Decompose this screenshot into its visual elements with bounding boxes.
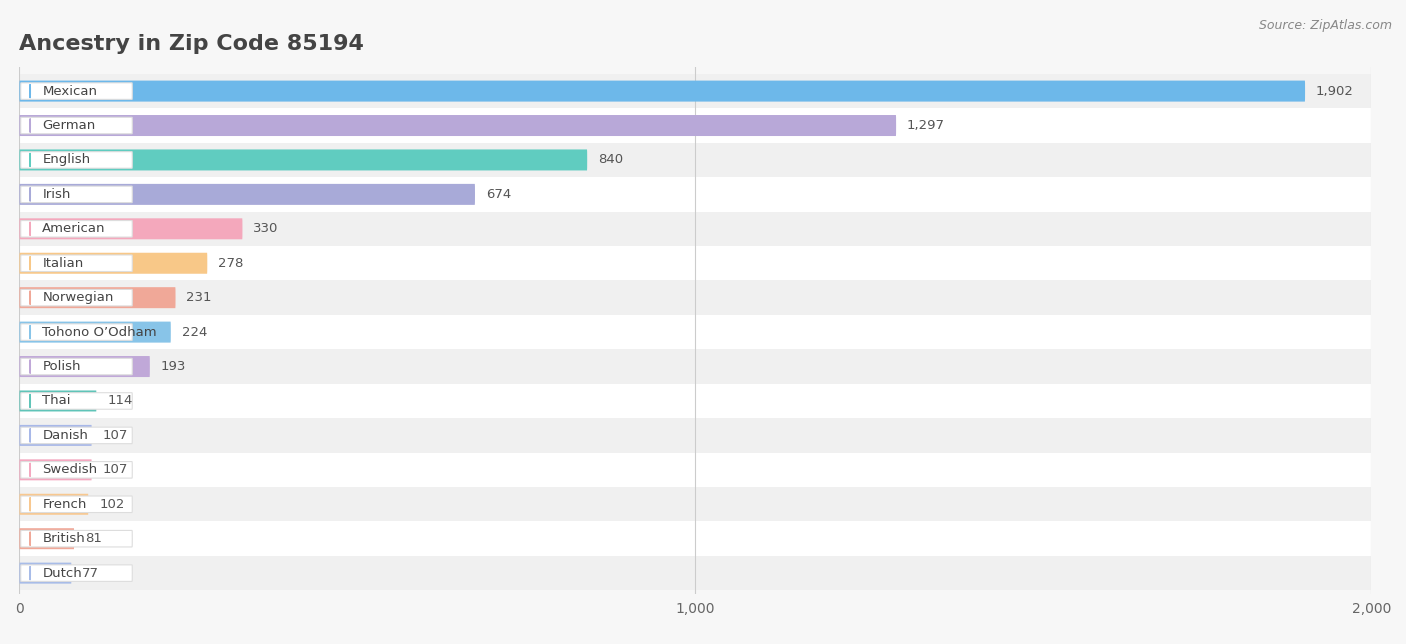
- FancyBboxPatch shape: [20, 115, 896, 136]
- Text: 114: 114: [107, 395, 132, 408]
- FancyBboxPatch shape: [20, 321, 170, 343]
- Text: American: American: [42, 222, 105, 235]
- Text: Ancestry in Zip Code 85194: Ancestry in Zip Code 85194: [20, 34, 364, 54]
- FancyBboxPatch shape: [21, 496, 132, 513]
- Text: Thai: Thai: [42, 395, 70, 408]
- FancyBboxPatch shape: [21, 83, 132, 99]
- FancyBboxPatch shape: [20, 384, 1371, 418]
- FancyBboxPatch shape: [20, 453, 1371, 487]
- Text: 231: 231: [187, 291, 212, 304]
- FancyBboxPatch shape: [20, 556, 1371, 591]
- Text: English: English: [42, 153, 90, 166]
- Text: 81: 81: [84, 532, 101, 545]
- FancyBboxPatch shape: [20, 390, 97, 412]
- FancyBboxPatch shape: [20, 252, 207, 274]
- FancyBboxPatch shape: [21, 427, 132, 444]
- FancyBboxPatch shape: [21, 255, 132, 272]
- Text: Polish: Polish: [42, 360, 82, 373]
- FancyBboxPatch shape: [20, 218, 242, 240]
- Text: 840: 840: [598, 153, 623, 166]
- Text: French: French: [42, 498, 87, 511]
- FancyBboxPatch shape: [20, 177, 1371, 212]
- FancyBboxPatch shape: [20, 494, 89, 515]
- FancyBboxPatch shape: [21, 462, 132, 478]
- FancyBboxPatch shape: [21, 186, 132, 203]
- FancyBboxPatch shape: [20, 280, 1371, 315]
- FancyBboxPatch shape: [20, 356, 150, 377]
- Text: British: British: [42, 532, 86, 545]
- FancyBboxPatch shape: [20, 287, 176, 308]
- FancyBboxPatch shape: [20, 149, 588, 171]
- FancyBboxPatch shape: [20, 74, 1371, 108]
- Text: 1,902: 1,902: [1316, 84, 1354, 98]
- FancyBboxPatch shape: [21, 393, 132, 409]
- Text: 77: 77: [82, 567, 100, 580]
- FancyBboxPatch shape: [21, 152, 132, 168]
- FancyBboxPatch shape: [20, 487, 1371, 522]
- Text: Tohono O’Odham: Tohono O’Odham: [42, 326, 157, 339]
- Text: Irish: Irish: [42, 188, 70, 201]
- Text: German: German: [42, 119, 96, 132]
- Text: 107: 107: [103, 429, 128, 442]
- FancyBboxPatch shape: [20, 315, 1371, 349]
- FancyBboxPatch shape: [21, 220, 132, 237]
- FancyBboxPatch shape: [21, 531, 132, 547]
- Text: Norwegian: Norwegian: [42, 291, 114, 304]
- FancyBboxPatch shape: [20, 246, 1371, 280]
- FancyBboxPatch shape: [20, 80, 1305, 102]
- FancyBboxPatch shape: [20, 528, 75, 549]
- FancyBboxPatch shape: [20, 184, 475, 205]
- Text: Source: ZipAtlas.com: Source: ZipAtlas.com: [1258, 19, 1392, 32]
- Text: 1,297: 1,297: [907, 119, 945, 132]
- FancyBboxPatch shape: [21, 324, 132, 341]
- Text: 107: 107: [103, 463, 128, 477]
- FancyBboxPatch shape: [20, 143, 1371, 177]
- FancyBboxPatch shape: [21, 358, 132, 375]
- FancyBboxPatch shape: [20, 212, 1371, 246]
- Text: 193: 193: [160, 360, 186, 373]
- FancyBboxPatch shape: [20, 563, 72, 583]
- FancyBboxPatch shape: [20, 349, 1371, 384]
- Text: 224: 224: [181, 326, 207, 339]
- Text: 102: 102: [100, 498, 125, 511]
- Text: 330: 330: [253, 222, 278, 235]
- FancyBboxPatch shape: [21, 565, 132, 582]
- Text: Mexican: Mexican: [42, 84, 97, 98]
- FancyBboxPatch shape: [20, 108, 1371, 143]
- Text: 278: 278: [218, 257, 243, 270]
- Text: Italian: Italian: [42, 257, 83, 270]
- FancyBboxPatch shape: [20, 459, 91, 480]
- Text: Dutch: Dutch: [42, 567, 82, 580]
- Text: Swedish: Swedish: [42, 463, 97, 477]
- Text: Danish: Danish: [42, 429, 89, 442]
- FancyBboxPatch shape: [21, 117, 132, 134]
- Text: 674: 674: [486, 188, 510, 201]
- FancyBboxPatch shape: [21, 289, 132, 306]
- FancyBboxPatch shape: [20, 418, 1371, 453]
- FancyBboxPatch shape: [20, 425, 91, 446]
- FancyBboxPatch shape: [20, 522, 1371, 556]
